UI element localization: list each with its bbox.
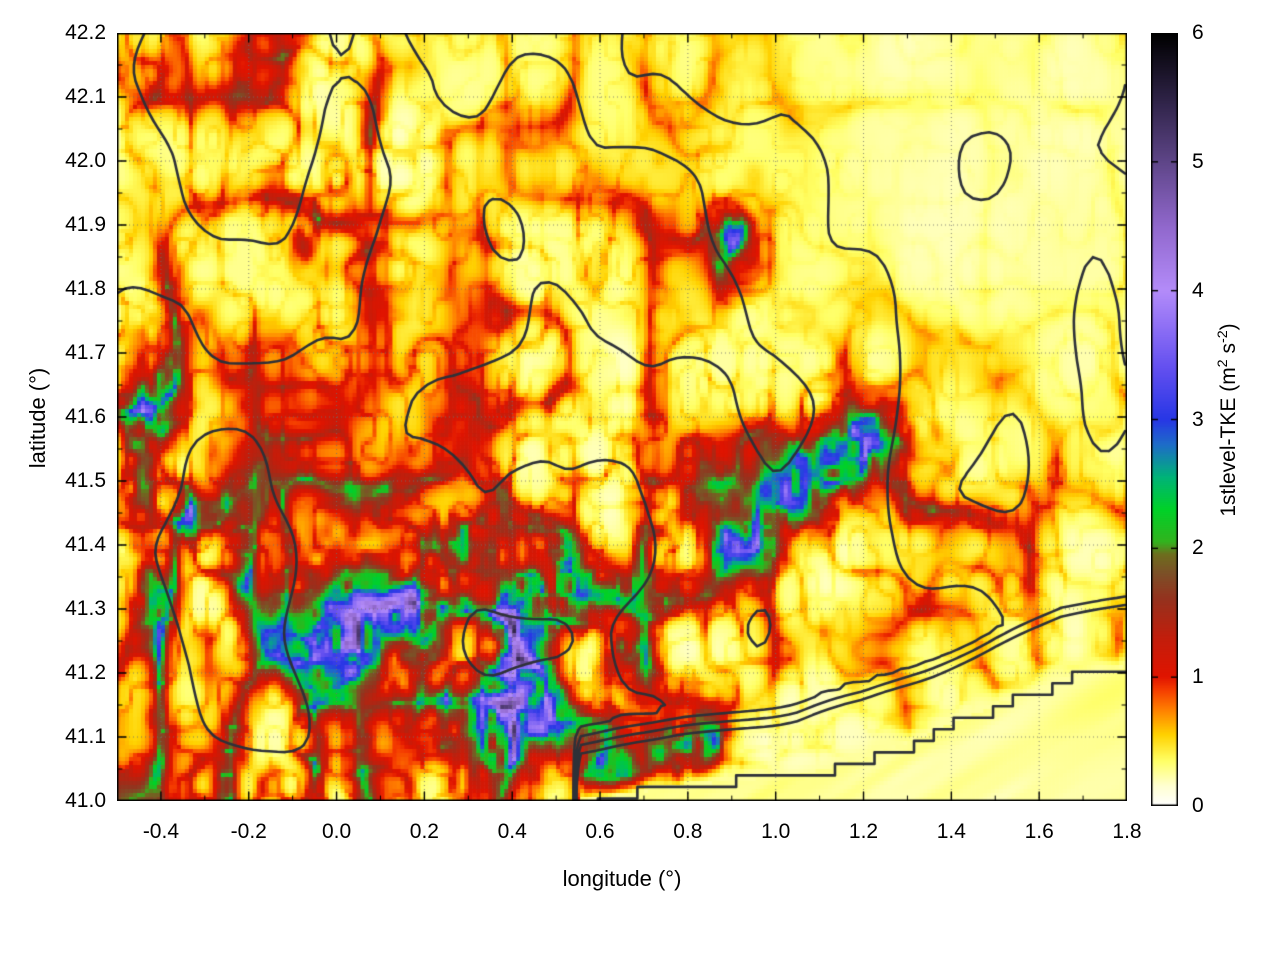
colorbar-tick-label: 1 <box>1192 665 1204 689</box>
y-tick-label: 41.2 <box>65 661 106 684</box>
y-tick-label: 41.4 <box>65 533 106 556</box>
x-tick-label: 1.2 <box>848 820 879 843</box>
x-tick-label: 1.6 <box>1024 820 1054 843</box>
colorbar-gradient <box>1151 33 1178 806</box>
x-tick-label: 0.2 <box>409 820 439 843</box>
x-tick-label: 0.6 <box>585 820 615 843</box>
y-tick-label: 41.3 <box>65 597 106 620</box>
colorbar-tick-label: 4 <box>1192 278 1204 302</box>
heatmap-canvas <box>117 33 1127 801</box>
x-tick-label: 1.0 <box>761 820 791 843</box>
x-tick-label: 0.0 <box>321 820 352 843</box>
x-tick-label: 0.4 <box>497 820 527 843</box>
x-tick-label: -0.4 <box>142 820 179 843</box>
y-axis-title: latitude (°) <box>25 367 50 469</box>
y-tick-label: 41.5 <box>65 469 106 492</box>
x-axis-title: longitude (°) <box>562 866 682 891</box>
y-tick-label: 42.0 <box>65 149 106 172</box>
y-tick-label: 42.1 <box>65 85 106 108</box>
x-tick-label: 0.8 <box>673 820 703 843</box>
y-tick-label: 41.9 <box>65 213 106 236</box>
y-tick-label: 42.2 <box>65 21 106 44</box>
colorbar-tick-label: 3 <box>1192 407 1204 431</box>
y-tick-label: 41.1 <box>65 725 106 748</box>
x-tick-label: -0.2 <box>230 820 267 843</box>
colorbar-tick-label: 0 <box>1192 794 1204 817</box>
x-tick-label: 1.8 <box>1112 820 1142 843</box>
y-tick-label: 41.0 <box>65 789 106 812</box>
x-tick-label: 1.4 <box>936 820 966 843</box>
y-tick-label: 41.7 <box>65 341 106 364</box>
colorbar-tick-label: 6 <box>1192 21 1204 44</box>
colorbar-tick-label: 2 <box>1192 536 1204 560</box>
y-tick-label: 41.6 <box>65 405 106 428</box>
colorbar-title-text: 1stlevel-TKE (m <box>1217 367 1240 517</box>
colorbar-tick-label: 5 <box>1192 149 1204 173</box>
y-tick-label: 41.8 <box>65 277 106 300</box>
